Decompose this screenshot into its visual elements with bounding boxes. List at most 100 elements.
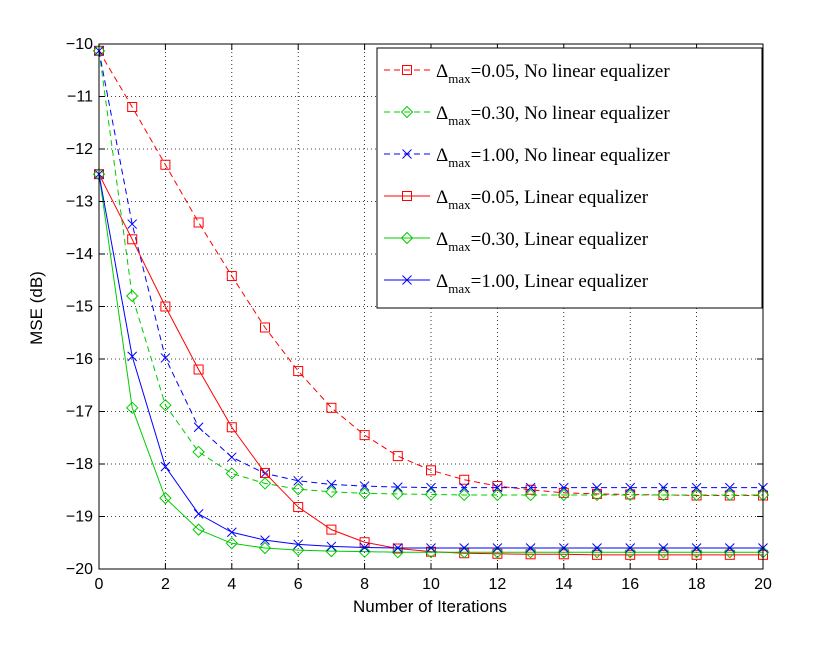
diamond-marker: [723, 488, 737, 502]
square-marker: [127, 102, 138, 112]
x-tick-label: 10: [422, 576, 440, 593]
series-4: [94, 169, 768, 560]
x-marker: [127, 219, 138, 229]
square-marker: [226, 422, 237, 433]
diamond-marker: [557, 488, 571, 502]
square-marker: [359, 430, 370, 441]
legend-item: Δmax=1.00, No linear equalizer: [384, 145, 670, 170]
x-tick-label: 14: [555, 576, 573, 593]
x-tick-label: 0: [95, 576, 104, 593]
diamond-marker: [557, 545, 571, 559]
x-marker: [459, 482, 470, 493]
x-marker: [392, 543, 403, 553]
legend-label: Δmax=0.30, Linear equalizer: [436, 229, 649, 254]
square-marker: [402, 65, 412, 75]
x-marker: [193, 422, 204, 433]
x-marker: [558, 543, 569, 553]
diamond-marker: [424, 488, 438, 501]
x-marker: [691, 543, 702, 553]
x-marker: [392, 482, 403, 492]
diamond-marker: [400, 105, 414, 119]
diamond-marker: [690, 488, 703, 502]
square-marker: [293, 502, 304, 513]
legend-item: Δmax=0.30, No linear equalizer: [384, 103, 670, 128]
x-marker: [658, 543, 669, 553]
diamond-marker: [225, 467, 239, 480]
series-layer: [92, 44, 770, 560]
x-marker: [402, 149, 412, 159]
square-marker: [691, 549, 702, 560]
diamond-marker: [457, 488, 471, 502]
series-line: [98, 174, 763, 553]
x-marker: [592, 482, 602, 493]
diamond-marker: [657, 488, 670, 502]
square-marker: [658, 549, 669, 560]
diamond-marker: [325, 544, 338, 558]
square-marker: [459, 474, 470, 485]
legend-label: Δmax=0.05, Linear equalizer: [436, 187, 649, 212]
x-marker: [658, 482, 669, 493]
x-marker: [127, 351, 138, 362]
diamond-marker: [125, 401, 139, 415]
diamond-marker: [723, 545, 737, 559]
y-tick-label: −19: [66, 509, 93, 526]
legend-item: Δmax=0.30, Linear equalizer: [384, 229, 649, 254]
square-marker: [293, 366, 304, 377]
y-tick-label: −12: [66, 141, 93, 158]
square-marker: [326, 402, 337, 413]
x-marker: [459, 543, 470, 553]
square-marker: [193, 217, 204, 228]
legend-label: Δmax=1.00, No linear equalizer: [436, 145, 670, 170]
legend-label: Δmax=1.00, Linear equalizer: [436, 271, 649, 296]
legend-box: [376, 47, 763, 309]
y-tick-label: −10: [66, 36, 93, 53]
legend-item: Δmax=0.05, Linear equalizer: [384, 187, 649, 212]
diamond-marker: [358, 487, 371, 500]
legend-item: Δmax=0.05, No linear equalizer: [384, 61, 670, 86]
square-marker: [260, 467, 270, 478]
diamond-marker: [159, 398, 172, 412]
series-line: [98, 50, 763, 489]
square-marker: [558, 487, 569, 498]
series-5: [92, 167, 770, 559]
x-marker: [326, 479, 337, 490]
x-marker: [625, 543, 636, 553]
y-tick-label: −17: [66, 404, 93, 421]
x-marker: [260, 535, 270, 545]
diamond-marker: [690, 545, 703, 559]
diamond-marker: [400, 231, 414, 245]
x-marker: [492, 482, 503, 493]
diamond-marker: [424, 545, 438, 559]
square-marker: [558, 549, 569, 560]
series-line: [98, 50, 763, 496]
series-line: [98, 173, 763, 556]
x-axis-label: Number of Iterations: [353, 597, 507, 616]
diamond-marker: [524, 545, 537, 559]
diamond-marker: [391, 545, 405, 559]
legend-item: Δmax=1.00, Linear equalizer: [384, 271, 649, 296]
square-marker: [326, 524, 337, 535]
x-marker: [160, 353, 171, 363]
y-tick-label: −13: [66, 194, 93, 211]
x-marker: [226, 452, 237, 463]
square-marker: [392, 451, 403, 462]
y-tick-label: −16: [66, 351, 93, 368]
diamond-marker: [524, 488, 537, 502]
y-tick-label: −11: [67, 89, 93, 106]
x-marker: [691, 482, 702, 493]
square-marker: [160, 159, 171, 170]
x-marker: [426, 543, 436, 553]
square-marker: [426, 465, 436, 476]
diamond-marker: [657, 545, 670, 559]
x-tick-label: 16: [621, 576, 639, 593]
square-marker: [226, 271, 237, 282]
diamond-marker: [192, 445, 205, 459]
square-marker: [724, 549, 735, 560]
x-marker: [226, 527, 237, 538]
diamond-marker: [391, 487, 405, 501]
diamond-marker: [623, 488, 637, 502]
diamond-marker: [358, 545, 371, 558]
diamond-marker: [325, 485, 338, 499]
x-tick-label: 12: [489, 576, 507, 593]
square-marker: [402, 191, 412, 201]
